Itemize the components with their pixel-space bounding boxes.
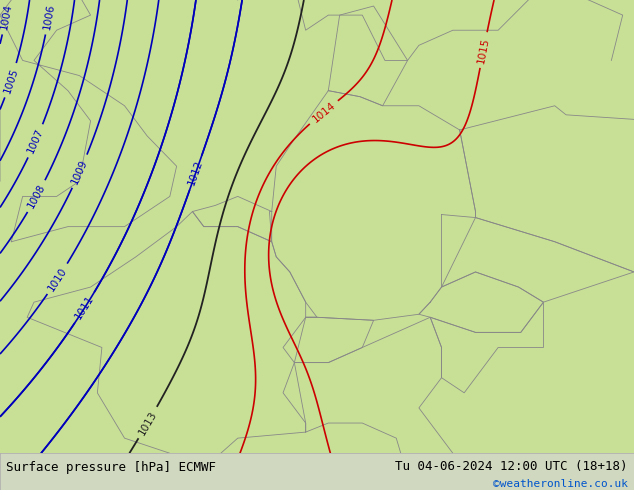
Text: 1004: 1004 (0, 3, 13, 30)
Text: 1014: 1014 (310, 100, 337, 124)
Text: 1008: 1008 (26, 182, 48, 210)
Text: 1006: 1006 (42, 3, 56, 30)
Text: 1010: 1010 (46, 265, 69, 293)
Text: 1007: 1007 (26, 127, 46, 155)
Text: 1005: 1005 (2, 66, 20, 95)
Text: Surface pressure [hPa] ECMWF: Surface pressure [hPa] ECMWF (6, 462, 216, 474)
Text: 1009: 1009 (70, 157, 90, 185)
Text: 1012: 1012 (186, 159, 205, 187)
Text: Tu 04-06-2024 12:00 UTC (18+18): Tu 04-06-2024 12:00 UTC (18+18) (395, 460, 628, 473)
Text: 1013: 1013 (137, 409, 158, 437)
Text: 1015: 1015 (476, 36, 491, 64)
Text: ©weatheronline.co.uk: ©weatheronline.co.uk (493, 480, 628, 490)
Text: 1011: 1011 (74, 294, 96, 321)
